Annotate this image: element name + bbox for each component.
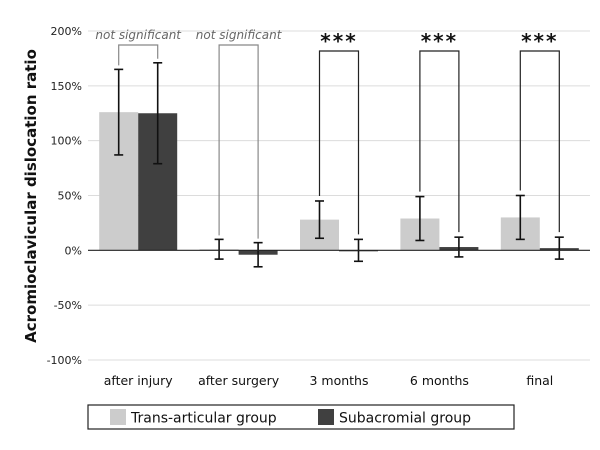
y-tick-label: 150%	[51, 80, 82, 93]
significance-stars: ***	[421, 29, 458, 53]
significance-bracket	[419, 50, 460, 233]
legend-swatch-trans-articular	[110, 409, 126, 425]
bars-layer	[99, 112, 579, 255]
x-tick-label: 3 months	[309, 373, 368, 388]
significance-bracket	[318, 50, 360, 235]
x-tick-label: final	[526, 373, 553, 388]
significance-bracket	[519, 50, 560, 233]
legend-swatch-subacromial	[318, 409, 334, 425]
significance-label: not significant	[196, 28, 283, 42]
y-tick-label: -50%	[54, 299, 82, 312]
legend-box	[87, 404, 515, 430]
y-tick-label: -100%	[47, 354, 82, 367]
y-axis-label: Acromioclavicular dislocation ratio	[22, 49, 40, 343]
significance-stars: ***	[320, 29, 357, 53]
y-tick-label: 100%	[51, 135, 82, 148]
significance-bracket	[118, 44, 159, 66]
legend-label: Trans-articular group	[130, 411, 277, 427]
significance-layer: not significant not significant *** *** ***	[95, 28, 560, 239]
significance-bracket	[218, 44, 259, 239]
x-tick-label: 6 months	[410, 373, 469, 388]
legend: Trans-articular group Subacromial group	[87, 404, 515, 430]
legend-label: Subacromial group	[339, 411, 471, 427]
axis-layer: -100% -50% 0% 50% 100% 150% 200% after injury af…	[47, 25, 590, 388]
significance-label: not significant	[95, 28, 182, 42]
significance-stars: ***	[521, 29, 558, 53]
x-tick-label: after injury	[104, 373, 173, 388]
y-tick-label: 200%	[51, 25, 82, 38]
errors-layer	[114, 62, 564, 268]
y-tick-label: 0%	[65, 244, 82, 257]
y-tick-label: 50%	[58, 190, 82, 203]
x-tick-label: after surgery	[198, 373, 280, 388]
